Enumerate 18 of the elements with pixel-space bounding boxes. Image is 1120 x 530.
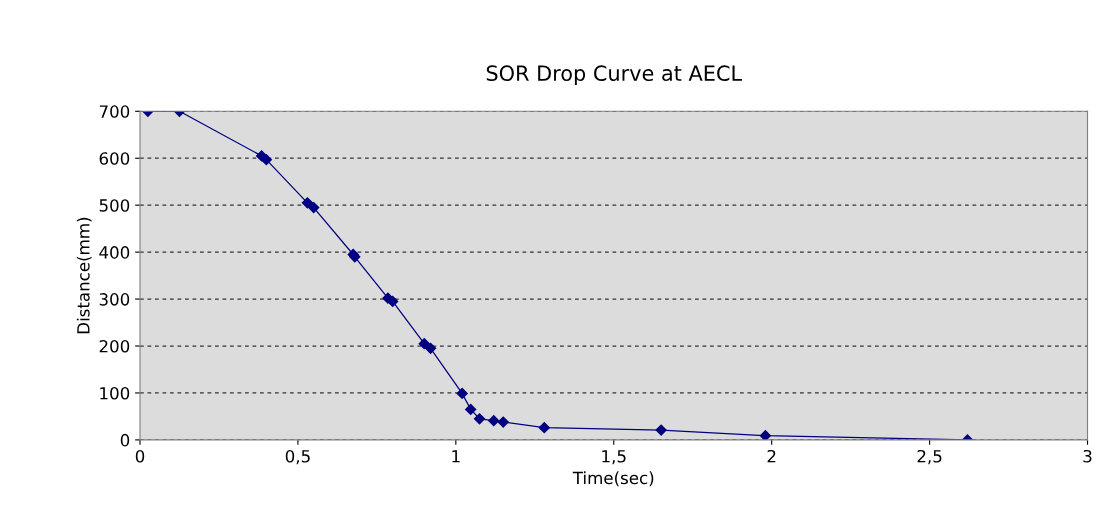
chart-title: SOR Drop Curve at AECL [486, 65, 742, 86]
y-tick-label: 100 [100, 386, 130, 400]
x-tick-label: 1,5 [602, 450, 626, 465]
y-tick-label: 700 [99, 105, 130, 118]
x-tick-label: 0 [135, 449, 145, 463]
x-tick-label: 2 [767, 449, 776, 463]
x-axis-title: Time(sec) [572, 471, 654, 487]
x-tick-label: 1 [452, 450, 460, 463]
x-tick-label: 3 [1083, 449, 1092, 463]
y-tick-label: 300 [99, 293, 130, 306]
y-tick-label: 600 [99, 152, 130, 165]
y-tick-label: 200 [99, 339, 130, 353]
y-axis-title: Distance(mm) [76, 217, 92, 334]
x-tick-label: 2,5 [917, 449, 942, 465]
y-tick-label: 500 [99, 199, 130, 212]
x-tick-label: 0,5 [285, 449, 310, 465]
y-tick-label: 0 [120, 433, 130, 447]
y-tick-label: 400 [99, 246, 130, 259]
